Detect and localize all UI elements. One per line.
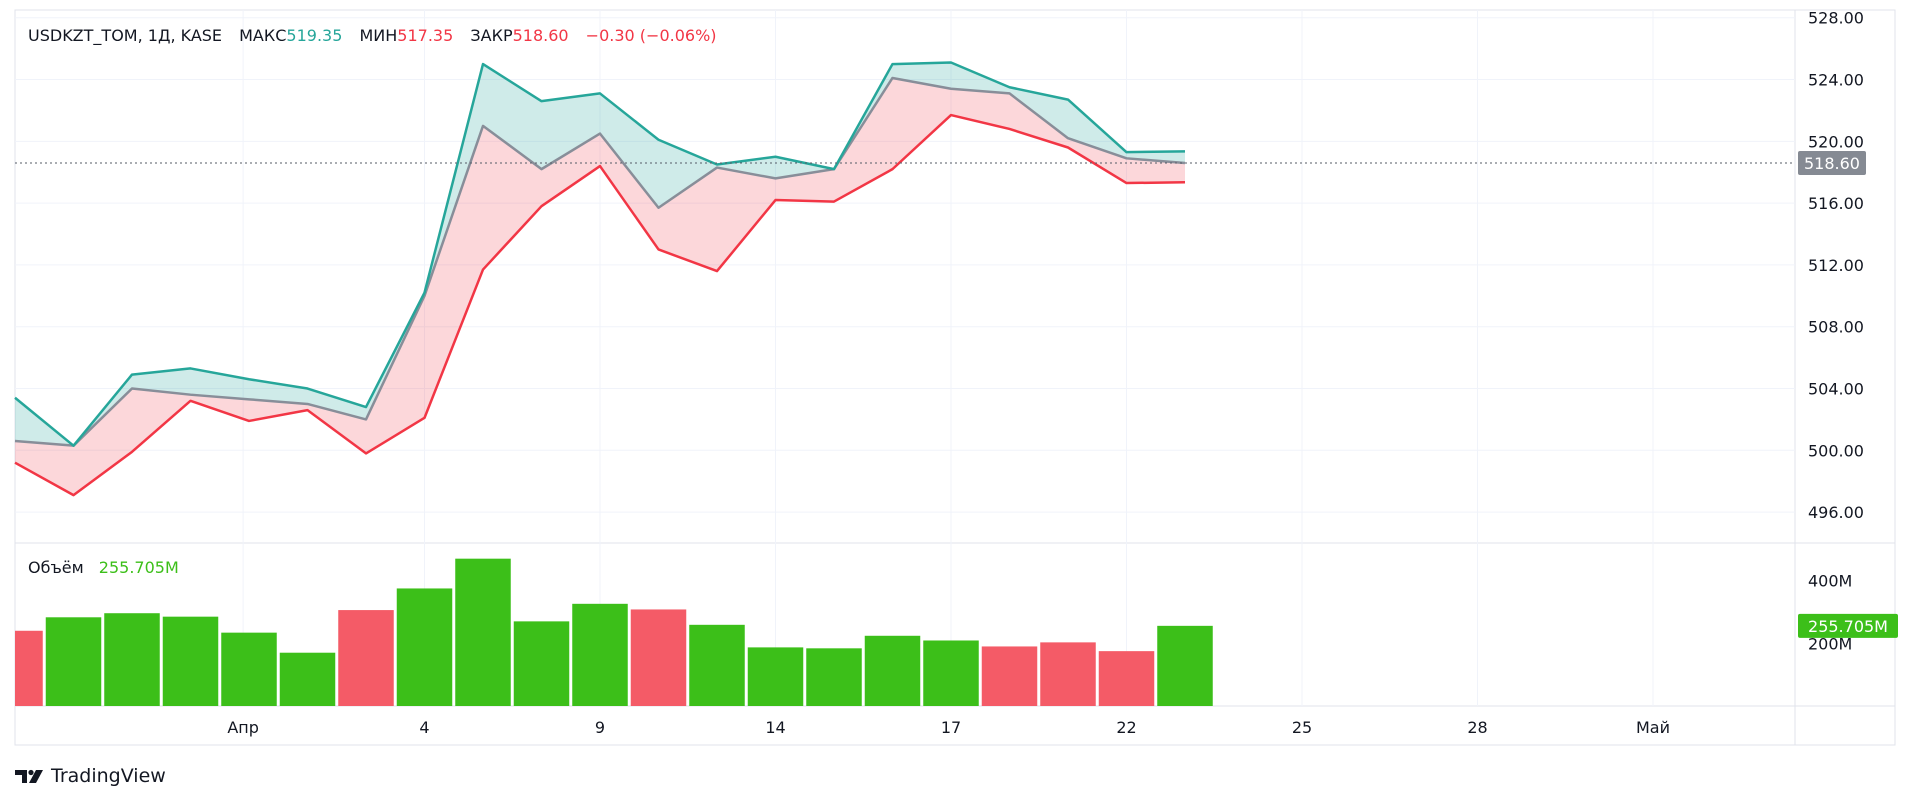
high-line [14, 61, 1186, 447]
low-value: 517.35 [397, 26, 454, 45]
last-price-badge-label: 518.60 [1804, 154, 1860, 173]
time-tick-label: 17 [941, 718, 961, 737]
price-tick-label: 512.00 [1808, 256, 1864, 275]
last-volume-badge [1798, 613, 1898, 638]
volume-label: Объём [28, 558, 84, 577]
tradingview-logo[interactable]: TradingView [15, 765, 166, 787]
volume-bar [747, 647, 804, 706]
volume-value: 255.705M [98, 558, 179, 577]
tradingview-icon [15, 769, 43, 783]
close-value: 518.60 [512, 26, 569, 45]
low-line [14, 113, 1186, 497]
change-value: −0.30 (−0.06%) [585, 26, 717, 45]
price-tick-label: 496.00 [1808, 503, 1864, 522]
volume-bar [279, 652, 336, 706]
price-tick-label: 516.00 [1808, 194, 1864, 213]
symbol-info[interactable]: USDKZT_TOM, 1Д, KASE [28, 26, 223, 45]
volume-bar [1040, 642, 1096, 706]
volume-bar [981, 646, 1038, 706]
last-price-badge [1798, 150, 1866, 175]
price-tick-label: 528.00 [1808, 9, 1864, 28]
volume-bar [45, 617, 102, 706]
volume-bar [864, 635, 921, 706]
close-line [14, 76, 1186, 447]
price-tick-label: 520.00 [1808, 132, 1864, 151]
volume-legend[interactable]: Объём 255.705M [28, 558, 179, 577]
price-tick-label: 500.00 [1808, 441, 1864, 460]
volume-bar [689, 624, 745, 706]
volume-bar [338, 610, 394, 706]
close-low-fill [15, 77, 1185, 496]
volume-tick-label: 200M [1808, 634, 1852, 653]
volume-bar [162, 616, 219, 706]
volume-bar [923, 640, 979, 706]
time-tick-label: 25 [1292, 718, 1312, 737]
volume-bar [15, 630, 43, 706]
volume-bar [104, 613, 160, 706]
symbol-legend[interactable]: USDKZT_TOM, 1Д, KASE МАКС519.35 МИН517.3… [28, 26, 717, 45]
volume-bar [572, 603, 628, 706]
volume-tick-label: 400M [1808, 572, 1852, 591]
price-tick-label: 504.00 [1808, 380, 1864, 399]
price-lines [14, 61, 1795, 497]
volume-axis[interactable]: 400M 200M [1808, 572, 1852, 654]
time-tick-label: 28 [1467, 718, 1487, 737]
volume-bar [455, 558, 511, 706]
volume-bar [630, 609, 687, 706]
volume-bars [15, 558, 1213, 706]
volume-bar [1157, 625, 1213, 706]
volume-bar [396, 588, 453, 706]
time-tick-label: 22 [1116, 718, 1136, 737]
low-label: МИН [359, 26, 398, 45]
last-volume-badge-label: 255.705M [1808, 617, 1888, 636]
time-tick-label: 4 [419, 718, 429, 737]
brand-name: TradingView [51, 765, 166, 787]
time-tick-label: Апр [227, 718, 259, 737]
close-label: ЗАКР [470, 26, 513, 45]
last-value-badges: 518.60 255.705M [1798, 150, 1898, 638]
high-label: МАКС [239, 26, 287, 45]
chart-frame [14, 9, 1896, 746]
time-axis[interactable]: Апр 4 9 14 17 22 25 28 Май [227, 718, 1670, 737]
high-value: 519.35 [286, 26, 343, 45]
time-tick-label: 9 [595, 718, 605, 737]
price-tick-label: 508.00 [1808, 318, 1864, 337]
time-tick-label: Май [1636, 718, 1670, 737]
volume-bar [513, 621, 570, 706]
time-tick-label: 14 [765, 718, 785, 737]
volume-bar [221, 632, 277, 706]
price-axis[interactable]: 528.00 524.00 520.00 516.00 512.00 508.00 504.… [1808, 9, 1864, 522]
volume-bar [1098, 651, 1155, 706]
price-tick-label: 524.00 [1808, 71, 1864, 90]
volume-bar [806, 648, 862, 706]
